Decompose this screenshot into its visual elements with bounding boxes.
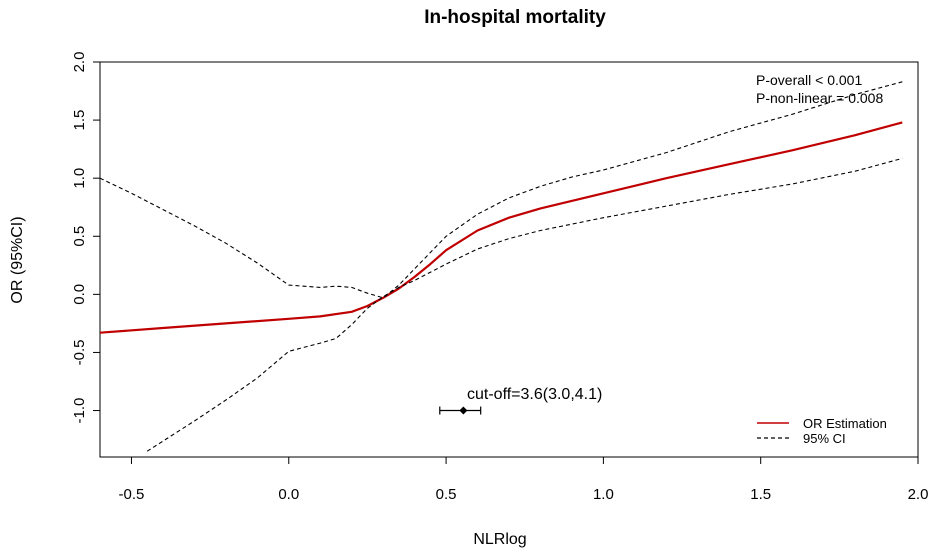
y-axis: -1.0 -0.5 0.0 0.5 1.0 1.5 2.0 (71, 52, 100, 424)
x-axis: -0.5 0.0 0.5 1.0 1.5 2.0 (119, 457, 929, 503)
p-nonlinear-annotation: P-non-linear = 0.008 (756, 90, 883, 106)
y-tick-label: 1.0 (71, 168, 88, 189)
x-tick-label: 0.5 (436, 486, 457, 503)
y-tick-label: -0.5 (71, 340, 88, 366)
legend-label-ci: 95% CI (803, 431, 846, 446)
y-tick-label: 0.5 (71, 226, 88, 247)
x-axis-label: NLRlog (473, 531, 526, 548)
cutoff-label: cut-off=3.6(3.0,4.1) (467, 386, 602, 403)
x-tick-label: 2.0 (908, 486, 929, 503)
p-overall-annotation: P-overall < 0.001 (756, 72, 862, 88)
y-tick-label: -1.0 (71, 398, 88, 424)
x-tick-label: 1.5 (750, 486, 771, 503)
x-tick-label: 0.0 (278, 486, 299, 503)
y-axis-label: OR (95%CI) (9, 216, 26, 303)
x-tick-label: 1.0 (593, 486, 614, 503)
legend-label-or: OR Estimation (803, 416, 887, 431)
x-tick-label: -0.5 (119, 486, 145, 503)
or-estimation-line (100, 121, 903, 334)
legend: OR Estimation 95% CI (757, 416, 887, 446)
chart-title: In-hospital mortality (424, 7, 606, 28)
cutoff-marker: cut-off=3.6(3.0,4.1) (439, 386, 602, 415)
ci-lower-line (146, 157, 903, 452)
y-tick-label: 1.5 (71, 110, 88, 131)
y-tick-label: 0.0 (71, 284, 88, 305)
cutoff-point (459, 406, 468, 415)
y-tick-label: 2.0 (71, 52, 88, 73)
series-layer (100, 81, 903, 452)
plot-frame (99, 61, 919, 458)
ci-upper-line (100, 81, 903, 299)
